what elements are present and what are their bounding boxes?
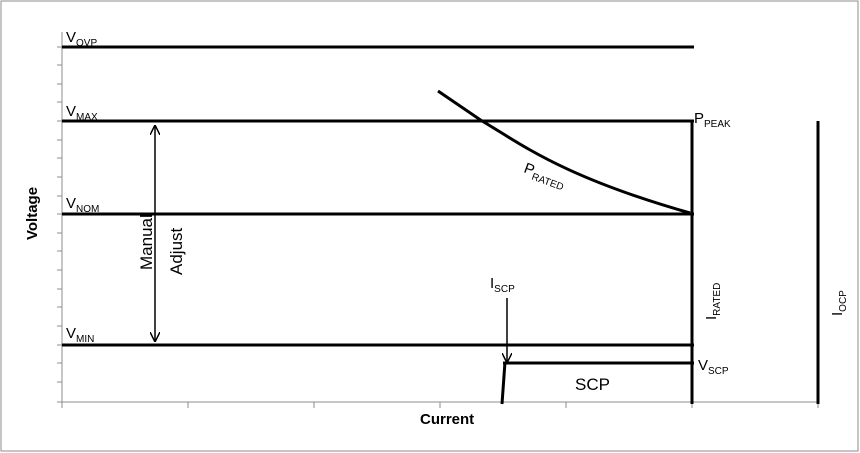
prated-curve — [437, 89, 691, 215]
x-axis-ticks — [61, 402, 819, 408]
iocp-label: IOCP — [829, 290, 849, 316]
x-axis-title: Current — [420, 411, 474, 428]
iscp-label: ISCP — [490, 275, 515, 295]
irated-label: IRATED — [703, 283, 723, 320]
y-axis-title: Voltage — [24, 187, 41, 240]
vnom-label: VNOM — [66, 195, 99, 215]
y-axis-ticks — [57, 46, 62, 403]
manual-adjust-label-line1: Manual — [137, 214, 156, 270]
vscp-label: VSCP — [698, 357, 729, 377]
manual-adjust-label-line2: Adjust — [167, 227, 186, 275]
ppeak-label: PPEAK — [694, 110, 731, 130]
scp-region-label: SCP — [575, 375, 610, 394]
scp-vertical-line — [500, 361, 507, 405]
vovp-label: VOVP — [66, 29, 97, 49]
vmin-label: VMIN — [66, 325, 94, 345]
vmax-label: VMAX — [66, 103, 98, 123]
